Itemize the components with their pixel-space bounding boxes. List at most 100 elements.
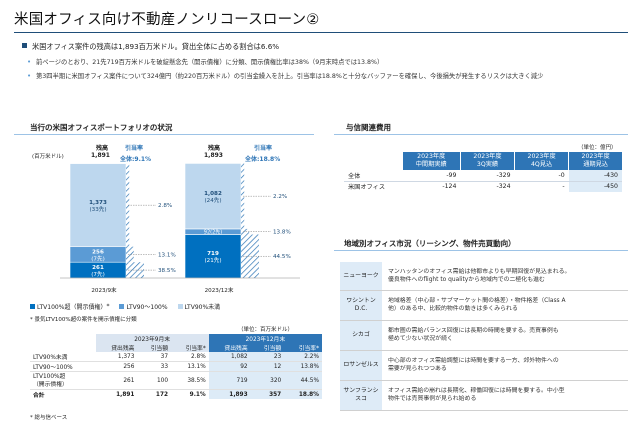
market-city-line: D.C. [354,306,368,312]
period-header-dec: 2023年12月末 [208,334,322,343]
bullet-dot-icon: • [27,72,32,80]
market-city: ニューヨーク [340,262,382,291]
bar-count-label: (24先) [204,196,221,204]
credit-cell: -0 [514,170,569,182]
credit-col-header-line2: 3Q実績 [476,161,499,168]
portfolio-title: 当行の米国オフィスポートフォリオの状況 [30,123,173,132]
coverage-label: 13.1% [158,252,176,258]
table-cell: 13.8% [284,361,322,372]
bar-value-label: 1,082 [204,191,222,197]
legend-label-ltv100: LTV100%超（開示債権） [37,304,107,311]
credit-row: 米国オフィス -124 -324 - -450 [344,181,622,192]
market-title: 地域別オフィス市況（リーシング、物件売買動向） [344,239,516,248]
market-table: ニューヨーク マンハッタンのオフィス需給は他都市よりも早期回復が見込まれる。 優良… [340,262,628,411]
table-cell: 2.8% [171,352,209,362]
row-label-line2: （開示債権） [33,381,68,388]
market-city: ロサンゼルス [340,350,382,381]
credit-cell: -324 [496,183,511,191]
credit-col-header-line2: 4Q見込 [531,161,553,168]
total-label-2: 全体 [245,156,258,163]
market-desc: 都市圏の需給バランス回復には長期の時間を要する。売買事例も 極めて少ない状況が続く [382,320,628,351]
bar-provision-hatch [126,246,134,263]
bar-provision-hatch [241,228,250,235]
table-cell: 320 [250,371,285,390]
market-desc-line: 極めて少ない状況が続く [388,336,453,342]
summary-sub-1-text: 前ページのとおり、21先719百万米ドルを破綻懸念先（開示債権）に分類、開示債権… [36,59,384,66]
market-row: ロサンゼルス 中心部のオフィス需給調整には時間を要する一方、郊外物件への 需要が見… [340,350,628,381]
credit-cell: -329 [460,170,515,182]
market-city: サンフランシ スコ [340,380,382,411]
summary-main: 米国オフィス案件の残高は1,893百万米ドル。貸出全体に占める割合は6.6% [22,42,279,52]
credit-col-header-line1: 2023年度 [417,153,446,160]
col-header: 引当額 [137,343,172,352]
legend-swatch-light [177,304,183,309]
credit-col-header: 2023年度 3Q実績 [459,152,515,170]
market-city-line: スコ [355,396,367,402]
total-label-1: 全体 [120,156,133,163]
credit-col-header-line2: 中間期実績 [415,161,447,168]
credit-cell: - [562,183,565,191]
legend-item-ltv90-100: LTV90～100% [119,302,168,311]
legend-label-ltv90: LTV90%未満 [184,304,221,311]
bullet-dot-icon: • [27,58,32,66]
summary-main-text: 米国オフィス案件の残高は1,893百万米ドル。貸出全体に占める割合は6.6% [32,42,280,51]
chart-unit: (百万米ドル) [32,154,64,160]
bar-provision-hatch [241,234,259,278]
market-row: ニューヨーク マンハッタンのオフィス需給は他都市よりも早期回復が見込まれる。 優良… [340,262,628,291]
row-label: LTV90%未満 [30,352,96,362]
bar-value-label: 1,373 [89,200,107,206]
page-title: 米国オフィス向け不動産ノンリコースローン② [14,12,320,28]
table-cell: 13.1% [171,361,209,372]
market-row: ワシントン D.C. 地域格差（中心部・サブマーケット間の格差）・物件格差（Cla… [340,290,628,321]
market-row: サンフランシ スコ オフィス需給の崩れは長期化、稼働回復には時間を要する。中小型物… [340,380,628,411]
portfolio-table: 2023年9月末 2023年12月末 貸出残高 引当額 引当率* 貸出残高 引当… [30,334,322,399]
legend-label-ltv90-100: LTV90～100% [126,304,168,311]
col-header: 引当率* [171,343,209,352]
bar-provision-hatch [126,262,144,278]
bar-value-label: 92(2先) [204,229,222,236]
category-label: 2023/12末 [205,286,234,294]
row-label-line1: LTV100%超 [33,373,66,380]
market-desc: 地域格差（中心部・サブマーケット間の格差）・物件格差（Class A 他）のある中… [382,290,628,321]
market-desc: マンハッタンのオフィス需給は他都市よりも早期回復が見込まれる。 優良物件へのfli… [382,262,628,291]
credit-divider [334,134,628,135]
credit-col-header-line1: 2023年度 [527,153,556,160]
table-cell: 23 [250,352,285,362]
credit-unit: （単位：億円） [578,145,617,151]
credit-title: 与信関連費用 [346,123,391,132]
table-footnote: * 総与信ベース [30,415,68,421]
legend-item-ltv100: LTV100%超（開示債権） * [30,302,109,311]
market-desc-line: 物件では売買事例が見られ始める [388,396,477,402]
coverage-label: 13.8% [273,230,291,236]
square-bullet-icon [22,43,27,48]
bar-count-label: (21先) [204,256,221,264]
legend-swatch-mid [119,304,125,309]
table-cell: 33 [137,361,172,372]
coverage-label: 2.8% [158,203,172,209]
total-balance-1: 1,891 [91,152,110,159]
table-cell: 9.1% [171,389,209,399]
credit-cell: -430 [568,170,622,182]
bar-count-label: (7先) [91,270,105,278]
table-total-row: 合計 1,891 172 9.1% 1,893 357 18.8% [30,389,322,399]
table-cell: 37 [137,352,172,362]
credit-table: 2023年度 中間期実績 2023年度 3Q実績 2023年度 4Q見込 2023年度… [344,152,622,192]
market-desc-line: マンハッタンのオフィス需給は他都市よりも早期回復が見込まれる。 [388,268,571,275]
summary-sub-2-text: 第3四半期に米国オフィス案件について324億円（約220百万米ドル）の引当金繰入… [36,73,544,80]
col-header: 貸出残高 [208,343,251,352]
credit-cell: -450 [568,181,622,192]
market-desc-line: 優良物件へのflight to qualityから地域内での二極化も進む [388,276,545,283]
table-cell: 92 [208,361,251,372]
market-desc-line: 需要が見られつつある [388,366,447,372]
total-coverage-1: 全体:9.1% [120,156,152,163]
table-unit: （単位：百万米ドル） [238,327,294,333]
bar-value-label: 261 [92,265,104,271]
legend-swatch-dark [30,304,35,309]
market-desc: オフィス需給の崩れは長期化、稼働回復には時間を要する。中小型 物件では売買事例が見… [382,380,628,411]
table-row: LTV100%超 （開示債権） 261 100 38.5% 719 320 44.… [30,371,322,390]
credit-cell: -124 [442,183,457,191]
balance-label-1: 残高 [96,145,109,152]
table-cell: 12 [250,361,285,372]
credit-col-header: 2023年度 中間期実績 [401,152,461,170]
